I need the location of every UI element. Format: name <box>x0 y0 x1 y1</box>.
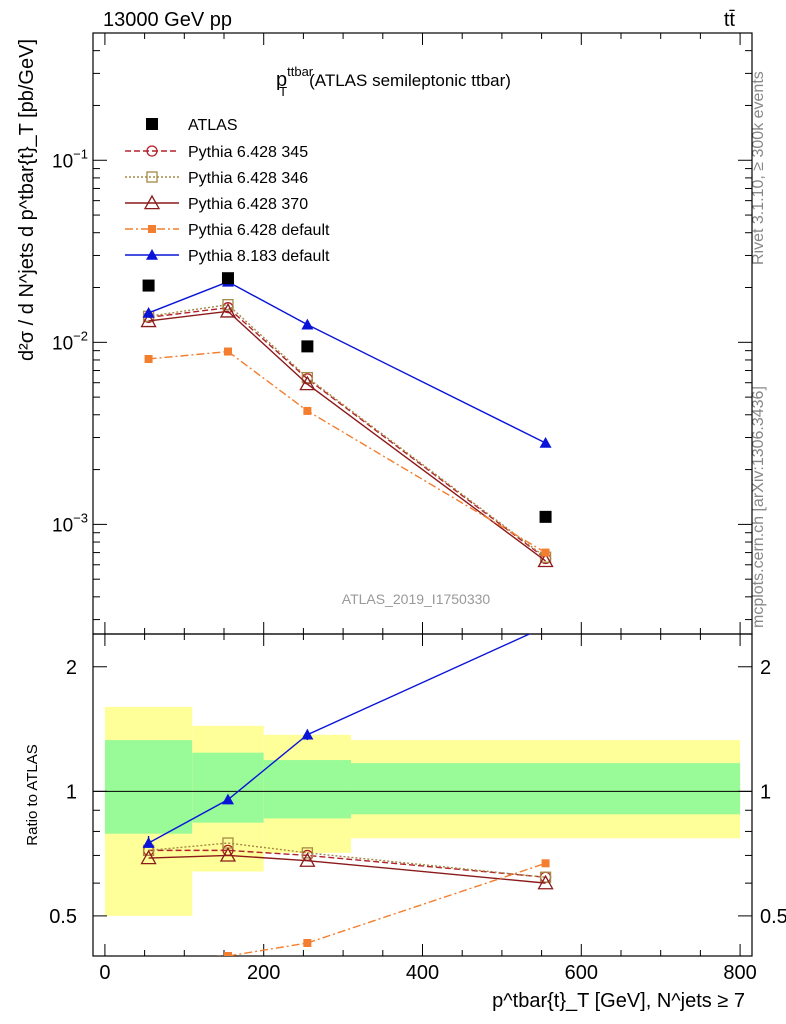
ratio-band-inner <box>351 763 741 815</box>
legend-label-pythia-6-428-346: Pythia 6.428 346 <box>188 170 308 187</box>
legend-marker-pythia-8-183-default <box>146 249 158 260</box>
x-tick-label: 0 <box>99 962 110 984</box>
ratio-bands <box>104 706 741 916</box>
main-line-pythia-8-183-default <box>148 281 546 444</box>
ratio-line-pythia-8-183-default <box>148 634 532 844</box>
legend-marker-pythia-6-428-346 <box>146 171 158 183</box>
main-point-pythia-6-428-default <box>541 548 550 557</box>
main-y-tick-exponent: −2 <box>73 328 88 343</box>
x-tick-labels: 0 200 400 600 800 <box>99 962 756 984</box>
x-tick-label: 400 <box>406 962 439 984</box>
ratio-band-inner <box>104 740 193 834</box>
legend-marker-atlas <box>146 118 158 130</box>
plot-title-rest: (ATLAS semileptonic ttbar) <box>309 71 511 90</box>
ratio-y-tick-label-left: 2 <box>66 657 77 679</box>
main-point-pythia-8-183-default <box>142 306 155 318</box>
main-point-atlas <box>539 510 552 523</box>
main-point-pythia-6-428-346 <box>301 371 314 384</box>
ratio-point-pythia-6-428-default <box>541 859 550 868</box>
ratio-point-pythia-6-428-370 <box>219 847 237 862</box>
ratio-y-tick-label-left: 1 <box>66 781 77 803</box>
ratio-line-pythia-6-428-370 <box>148 854 546 884</box>
main-point-atlas <box>142 279 155 292</box>
ratio-point-pythia-6-428-370 <box>299 852 316 867</box>
main-point-pythia-6-428-370 <box>140 312 157 328</box>
ratio-y-label: Ratio to ATLAS <box>24 744 41 845</box>
ratio-point-pythia-6-428-346 <box>301 847 314 859</box>
main-y-tick-labels: 10−110−210−3 <box>52 146 88 536</box>
main-y-tick-mantissa: 10 <box>52 515 73 536</box>
plot-title-sup: ttbar <box>287 64 314 79</box>
ratio-line-pythia-6-428-default <box>215 862 546 956</box>
ratio-point-pythia-6-428-346 <box>539 871 552 883</box>
main-y-tick-exponent: −1 <box>73 146 88 161</box>
x-axis-label: p^tbar{t}_T [GeV], N^jets ≥ 7 <box>492 990 745 1012</box>
main-y-label: d²σ / d N^jets d p^tbar{t}_T [pb/GeV] <box>16 39 38 361</box>
plot-title-sub: T <box>279 84 287 99</box>
process-label: tt̄ <box>724 9 736 31</box>
main-line-pythia-6-428-346 <box>148 303 546 558</box>
beam-label: 13000 GeV pp <box>103 9 232 31</box>
plot-title-main: p <box>276 69 287 91</box>
legend-label-atlas: ATLAS <box>188 117 238 134</box>
rivet-label: Rivet 3.1.10, ≥ 300k events <box>750 71 767 265</box>
main-series <box>140 272 554 568</box>
ratio-y-tick-label-right: 1 <box>760 781 771 803</box>
axis-ticks <box>93 32 752 956</box>
ratio-y-tick-labels: 2 2 1 1 0.5 0.5 <box>49 657 786 928</box>
ratio-series <box>140 634 554 965</box>
main-y-tick-mantissa: 10 <box>52 333 73 354</box>
ratio-point-pythia-6-428-default <box>303 939 312 948</box>
ratio-point-pythia-6-428-default <box>223 952 232 956</box>
main-y-tick-label: 10−2 <box>52 328 88 354</box>
ratio-y-tick-label-right: 0.5 <box>760 906 786 928</box>
ratio-point-pythia-6-428-default <box>145 957 153 965</box>
plot-title: pttbar T (ATLAS semileptonic ttbar) <box>276 64 511 99</box>
main-y-tick-label: 10−1 <box>52 146 88 172</box>
legend: ATLAS Pythia 6.428 345 Pythia 6.428 346 Pyt… <box>125 117 330 265</box>
legend-marker-pythia-6-428-345 <box>146 145 158 157</box>
ratio-line-pythia-6-428-345 <box>148 849 546 878</box>
main-line-pythia-6-428-370 <box>148 310 546 562</box>
ratio-band-inner <box>192 752 264 823</box>
main-point-pythia-6-428-default <box>144 354 153 363</box>
x-tick-label: 200 <box>247 962 280 984</box>
legend-marker-pythia-6-428-default <box>148 225 156 233</box>
legend-marker-pythia-6-428-370 <box>143 194 161 210</box>
main-y-tick-exponent: −3 <box>73 510 88 525</box>
legend-label-pythia-8-183-default: Pythia 8.183 default <box>188 248 330 265</box>
legend-label-pythia-6-428-370: Pythia 6.428 370 <box>188 196 308 213</box>
main-line-pythia-6-428-default <box>148 350 546 554</box>
main-point-pythia-6-428-370 <box>299 375 316 391</box>
ratio-point-pythia-6-428-370 <box>537 874 554 890</box>
x-tick-label: 800 <box>723 962 756 984</box>
ratio-y-tick-label-left: 0.5 <box>49 906 77 928</box>
source-label: mcplots.cern.ch [arXiv:1306.3436] <box>750 386 767 628</box>
main-line-pythia-6-428-345 <box>148 306 546 560</box>
main-point-pythia-8-183-default <box>539 436 552 448</box>
ratio-y-tick-label-right: 2 <box>760 657 771 679</box>
x-tick-label: 600 <box>565 962 598 984</box>
ratio-band-inner <box>263 760 352 819</box>
main-point-atlas <box>301 340 314 353</box>
ratio-point-pythia-6-428-370 <box>140 849 157 865</box>
main-point-pythia-6-428-370 <box>537 552 554 568</box>
main-point-pythia-6-428-370 <box>219 302 237 318</box>
main-y-tick-mantissa: 10 <box>52 151 73 172</box>
main-point-pythia-6-428-default <box>303 406 312 415</box>
main-point-atlas <box>221 272 234 285</box>
analysis-watermark: ATLAS_2019_I1750330 <box>342 591 491 607</box>
main-point-pythia-6-428-default <box>223 347 232 356</box>
legend-label-pythia-6-428-345: Pythia 6.428 345 <box>188 144 308 161</box>
legend-label-pythia-6-428-default: Pythia 6.428 default <box>188 222 330 239</box>
ratio-point-pythia-8-183-default <box>221 793 234 805</box>
main-point-pythia-6-428-346 <box>222 299 234 311</box>
main-y-tick-label: 10−3 <box>52 510 88 536</box>
main-point-pythia-8-183-default <box>301 318 314 330</box>
